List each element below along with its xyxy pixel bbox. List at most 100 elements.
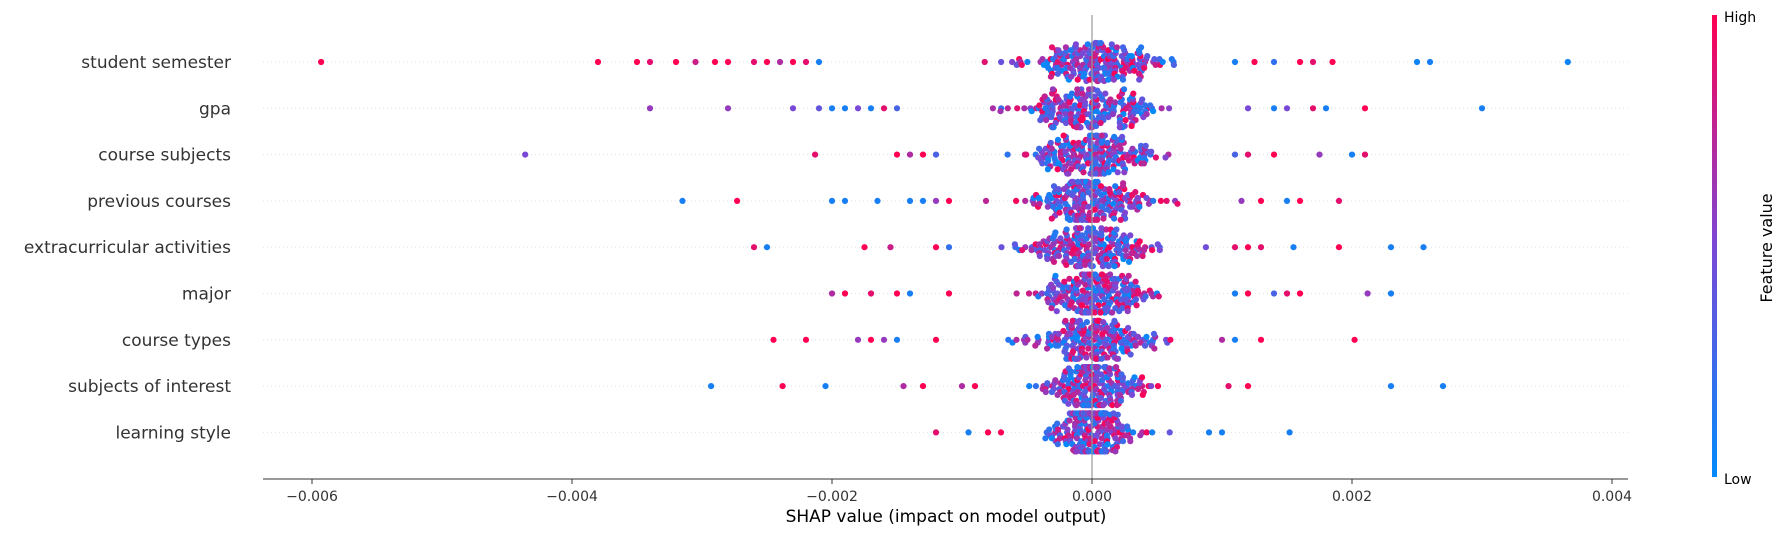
shap-point xyxy=(1079,232,1086,239)
shap-point xyxy=(1162,154,1169,161)
shap-point xyxy=(1023,151,1030,158)
shap-point xyxy=(1151,56,1158,63)
shap-point xyxy=(1205,429,1213,436)
shap-point xyxy=(1109,402,1116,409)
shap-point xyxy=(1104,441,1111,448)
shap-point xyxy=(1062,44,1069,51)
shap-point xyxy=(906,151,914,158)
shap-point xyxy=(1054,420,1061,427)
shap-point xyxy=(1116,308,1123,315)
shap-point xyxy=(672,58,680,66)
shap-point xyxy=(1097,183,1104,190)
shap-point xyxy=(1251,58,1258,66)
shap-point xyxy=(1055,47,1062,54)
shap-point xyxy=(1225,383,1232,390)
shap-point xyxy=(1139,252,1146,260)
feature-label: course types xyxy=(122,331,231,351)
shap-point xyxy=(1124,423,1131,430)
shap-point xyxy=(1105,76,1112,83)
shap-point xyxy=(1050,183,1058,190)
shap-point xyxy=(932,336,940,343)
shap-point xyxy=(1105,169,1112,176)
shap-point xyxy=(1270,58,1278,66)
shap-point xyxy=(822,383,829,390)
shap-point xyxy=(1286,429,1293,436)
shap-point xyxy=(965,429,972,436)
shap-point xyxy=(828,197,836,204)
shap-point xyxy=(1054,391,1061,398)
shap-point xyxy=(1125,272,1132,279)
shap-point xyxy=(1136,238,1143,245)
shap-point xyxy=(1100,319,1107,326)
shap-point xyxy=(989,105,997,112)
shap-point xyxy=(1009,58,1016,66)
shap-point xyxy=(1132,278,1139,285)
shap-point xyxy=(867,105,875,112)
shap-point xyxy=(1054,70,1061,77)
shap-point xyxy=(1053,308,1060,315)
shap-point xyxy=(1048,305,1055,312)
shap-point xyxy=(1091,216,1098,223)
shap-point xyxy=(1068,73,1075,80)
feature-row: major xyxy=(182,271,1628,316)
shap-point xyxy=(1036,200,1043,207)
shap-point xyxy=(1140,247,1148,254)
shap-point xyxy=(1130,330,1137,337)
shap-point xyxy=(1296,290,1304,297)
shap-point xyxy=(1076,225,1083,232)
feature-label: major xyxy=(182,285,231,305)
shap-point xyxy=(1102,90,1109,97)
feature-rows: student semester gpa course subjects previo… xyxy=(24,39,1628,455)
x-tick-label: 0.004 xyxy=(1592,489,1632,505)
shap-point xyxy=(789,58,797,66)
shap-point xyxy=(1106,186,1113,193)
shap-point xyxy=(692,58,699,66)
shap-point xyxy=(1073,275,1080,282)
shap-point xyxy=(1086,271,1093,278)
shap-point xyxy=(981,58,988,66)
shap-point xyxy=(1150,108,1157,115)
shap-point xyxy=(1231,244,1239,251)
shap-point xyxy=(1062,119,1070,127)
shap-point xyxy=(841,290,849,297)
shap-point xyxy=(1290,244,1297,251)
shap-point xyxy=(1085,189,1092,196)
shap-point xyxy=(1134,194,1141,202)
x-tick-label: 0.000 xyxy=(1072,489,1112,505)
shap-point xyxy=(874,197,881,204)
shap-point xyxy=(1166,429,1173,436)
shap-point xyxy=(1093,364,1100,371)
shap-point xyxy=(1202,244,1209,251)
shap-point xyxy=(1361,105,1369,112)
shap-point xyxy=(1244,383,1252,390)
shap-point xyxy=(1065,400,1072,407)
shap-point xyxy=(1055,342,1062,349)
shap-point xyxy=(1142,102,1149,109)
shap-point xyxy=(1149,429,1156,436)
shap-point xyxy=(1111,133,1118,140)
shap-point xyxy=(1150,330,1158,337)
shap-point xyxy=(1127,232,1134,239)
shap-point xyxy=(1064,170,1071,177)
shap-point xyxy=(1019,247,1026,254)
shap-point xyxy=(932,244,940,251)
shap-point xyxy=(893,336,901,343)
shap-point xyxy=(1046,426,1053,433)
shap-point xyxy=(1096,441,1103,448)
feature-row: previous courses xyxy=(87,178,1628,223)
shap-point xyxy=(1322,105,1330,112)
shap-point xyxy=(958,383,966,390)
shap-point xyxy=(1042,388,1049,396)
feature-label: subjects of interest xyxy=(68,377,231,397)
shap-point xyxy=(1113,226,1120,233)
shap-point xyxy=(854,336,862,343)
shap-point xyxy=(1117,397,1124,404)
x-tick-label: −0.002 xyxy=(806,489,858,505)
shap-point xyxy=(1092,170,1099,177)
shap-point xyxy=(1387,244,1395,251)
shap-point xyxy=(1137,432,1144,439)
shap-point xyxy=(1119,438,1127,445)
shap-point xyxy=(1052,377,1059,384)
shap-point xyxy=(711,58,719,66)
shap-point xyxy=(1163,197,1170,204)
